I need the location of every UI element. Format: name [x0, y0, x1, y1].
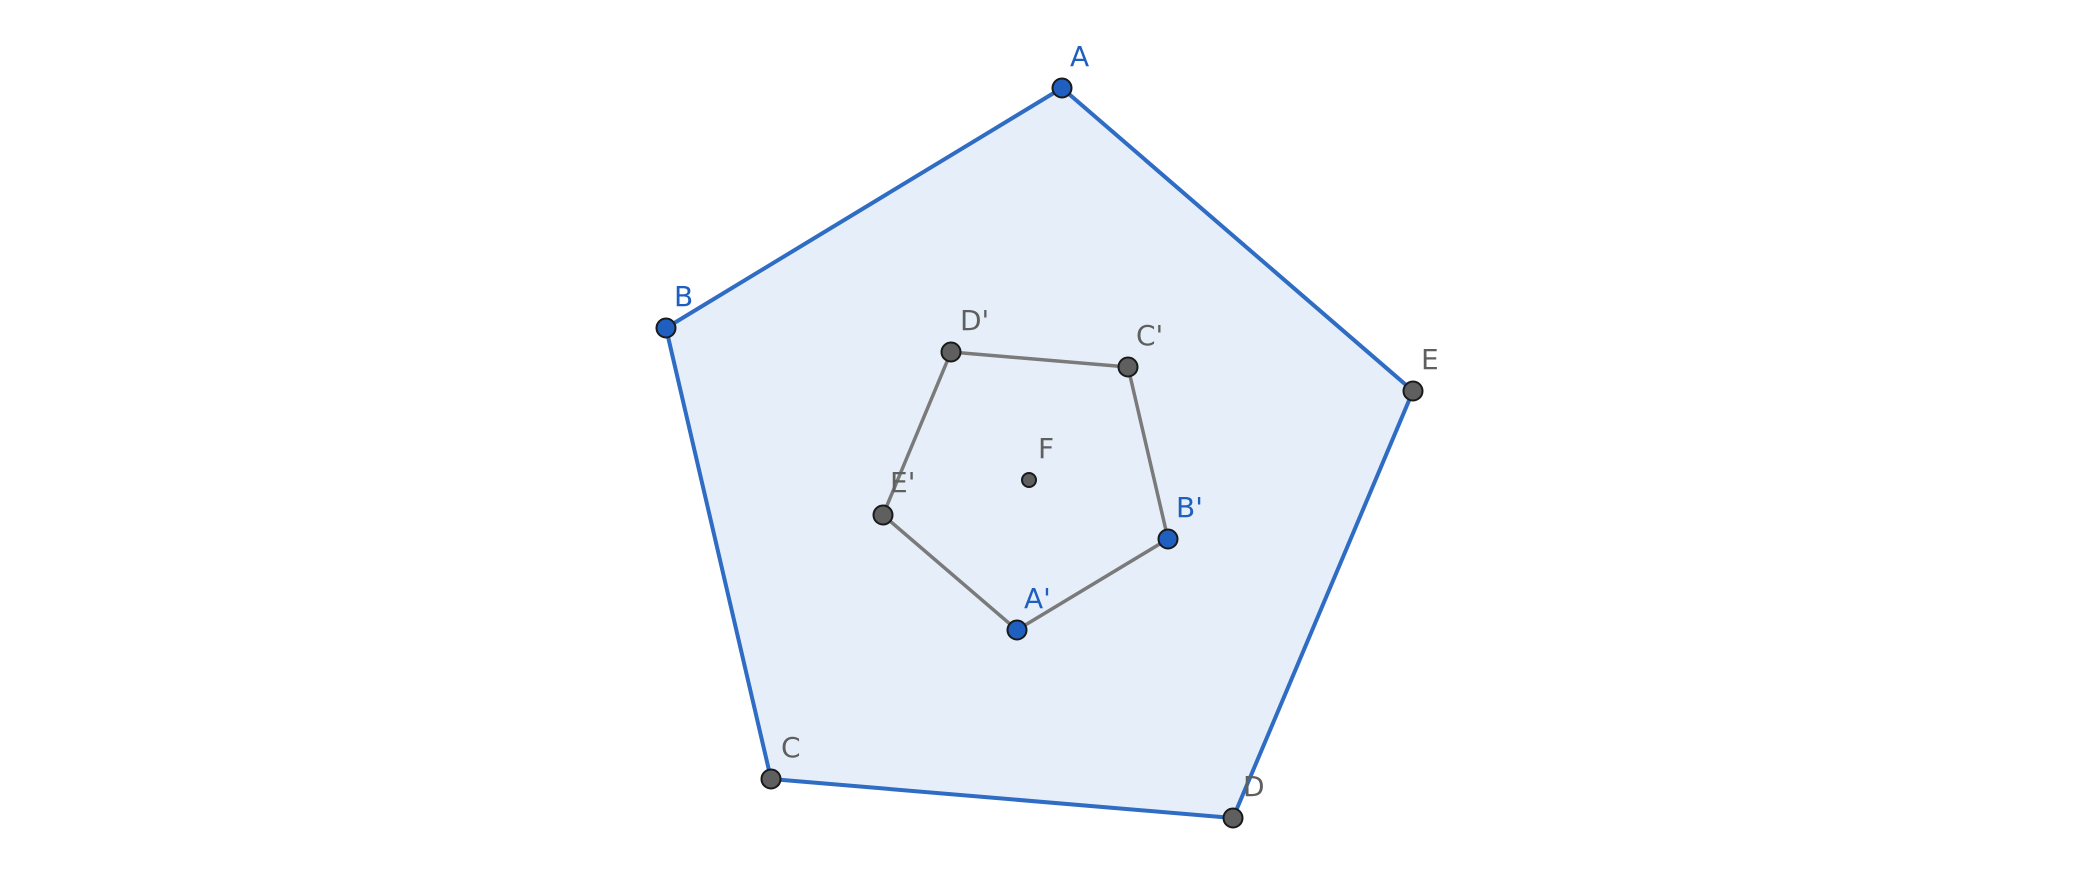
point-label-f: F [1038, 432, 1054, 465]
inner-edge-c-prime-d-prime[interactable] [949, 350, 1130, 369]
point-d-prime[interactable] [940, 341, 962, 363]
point-label-c: C [781, 731, 801, 764]
outer-edge-d-e[interactable] [1231, 389, 1415, 820]
point-a[interactable] [1051, 77, 1073, 99]
point-e-prime[interactable] [872, 504, 894, 526]
point-layer [655, 77, 1424, 829]
inner-edge-e-prime-a-prime[interactable] [881, 513, 1019, 632]
outer-edge-a-b[interactable] [664, 86, 1064, 330]
point-label-e: E [1421, 343, 1439, 376]
inner-edge-a-prime-b-prime[interactable] [1015, 537, 1170, 632]
outer-pentagon-fill[interactable] [666, 88, 1413, 818]
point-label-c-prime: C' [1136, 319, 1163, 352]
point-label-d-prime: D' [960, 304, 989, 337]
point-e[interactable] [1402, 380, 1424, 402]
inner-edge-d-prime-e-prime[interactable] [881, 350, 953, 517]
point-c-prime[interactable] [1117, 356, 1139, 378]
point-label-d: D [1243, 770, 1265, 803]
point-label-b-prime: B' [1176, 491, 1203, 524]
point-b[interactable] [655, 317, 677, 339]
point-b-prime[interactable] [1157, 528, 1179, 550]
point-label-a: A [1070, 40, 1089, 73]
label-layer: A B C D E A' B' C' D' E' F [674, 40, 1439, 803]
point-a-prime[interactable] [1006, 619, 1028, 641]
point-label-a-prime: A' [1024, 582, 1051, 615]
inner-edge-b-prime-c-prime[interactable] [1126, 365, 1170, 541]
point-label-e-prime: E' [890, 466, 915, 499]
polygon-layer [664, 86, 1415, 820]
point-f[interactable] [1021, 472, 1037, 488]
point-label-b: B [674, 280, 693, 313]
outer-edge-e-a[interactable] [1060, 86, 1415, 393]
point-d[interactable] [1222, 807, 1244, 829]
point-c[interactable] [760, 768, 782, 790]
outer-edge-c-d[interactable] [769, 777, 1235, 820]
outer-edge-b-c[interactable] [664, 326, 773, 781]
